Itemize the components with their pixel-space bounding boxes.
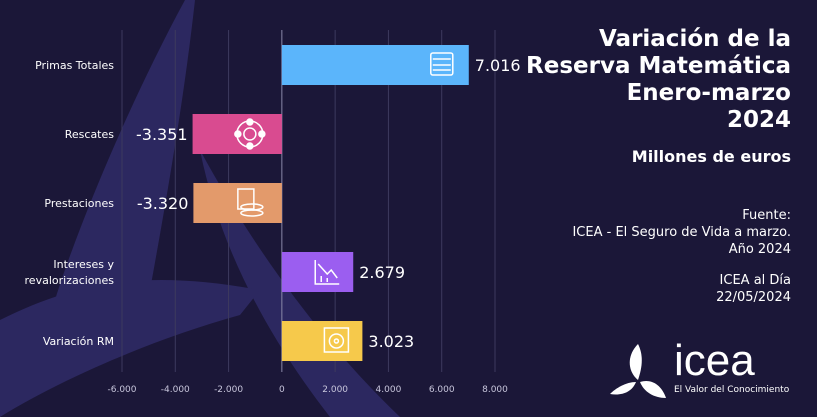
x-tick-label: -6.000	[107, 385, 136, 395]
x-tick-label: 2.000	[322, 385, 348, 395]
title-line: 2024	[726, 107, 791, 133]
calculator-coins-icon	[237, 188, 264, 217]
publication-name: ICEA al Día	[719, 273, 791, 288]
declining-chart-icon	[314, 260, 340, 285]
logo-tagline: El Valor del Conocimiento	[674, 385, 790, 395]
title-line: Variación de la	[599, 26, 791, 52]
logo-wordmark: icea	[674, 336, 755, 385]
source-line: ICEA - El Seguro de Vida a marzo.	[572, 225, 791, 240]
bar-chart: -6.000 -4.000 -2.000 0 2.000 4.000 6.000 8.000 7…	[25, 30, 521, 395]
category-label: Rescates	[65, 128, 115, 141]
x-tick-label: -4.000	[161, 385, 190, 395]
category-label: Prestaciones	[44, 197, 114, 210]
data-label: -3.320	[137, 194, 189, 213]
x-tick-label: -2.000	[214, 385, 243, 395]
data-label: 2.679	[359, 263, 405, 282]
category-label: Primas Totales	[35, 59, 114, 72]
chart-subtitle: Millones de euros	[631, 147, 791, 166]
data-label: 7.016	[475, 56, 521, 75]
source-label: Fuente:	[742, 208, 791, 223]
icea-leaf-icon	[610, 344, 666, 398]
bar-3	[281, 252, 354, 292]
category-label: Intereses y	[53, 258, 114, 271]
lifebuoy-icon	[234, 118, 266, 150]
bar-4	[281, 321, 363, 361]
icea-logo: icea El Valor del Conocimiento	[608, 336, 798, 402]
safe-icon	[323, 327, 350, 353]
x-tick-label: 6.000	[429, 385, 455, 395]
category-label: Variación RM	[43, 335, 114, 348]
x-tick-label: 8.000	[482, 385, 508, 395]
source-note: Fuente: ICEA - El Seguro de Vida a marzo…	[572, 207, 791, 306]
money-stack-icon	[430, 52, 454, 76]
source-line: Año 2024	[728, 242, 791, 257]
x-tick-label: 4.000	[376, 385, 402, 395]
publication-date: 22/05/2024	[716, 290, 791, 305]
title-line: Enero-marzo	[626, 80, 791, 106]
data-label: -3.351	[136, 125, 188, 144]
x-tick-label: 0	[279, 385, 285, 395]
data-label: 3.023	[368, 332, 414, 351]
category-label: revalorizaciones	[25, 274, 115, 287]
title-line: Reserva Matemática	[526, 53, 791, 79]
chart-title: Variación de la Reserva Matemática Enero…	[491, 26, 791, 134]
